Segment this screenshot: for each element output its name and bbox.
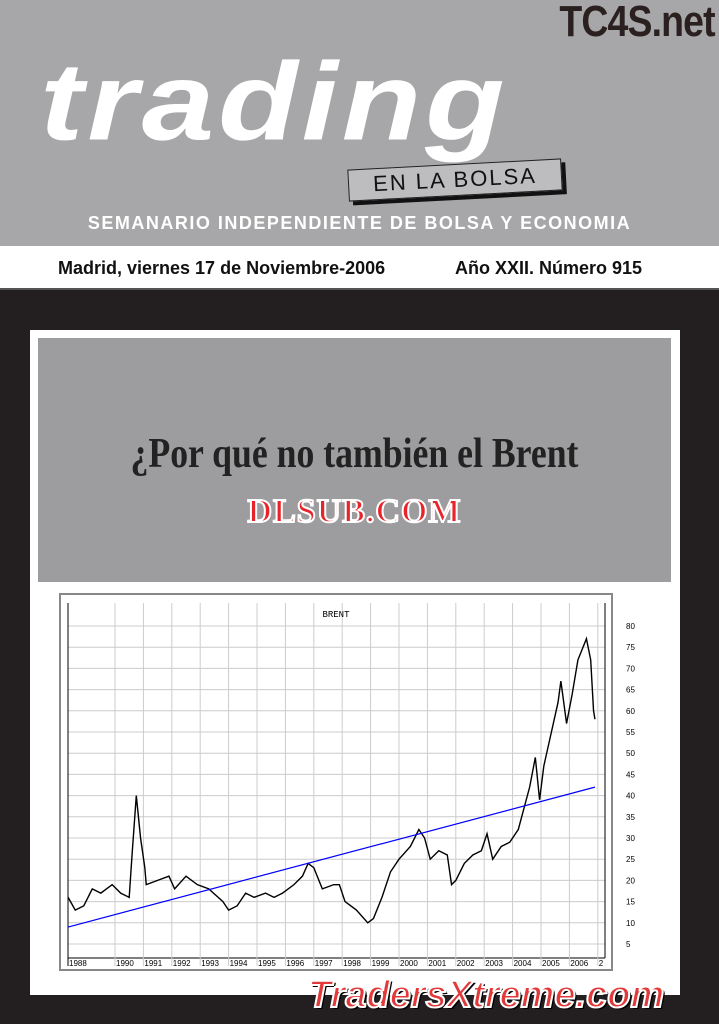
y-tick-label: 70 [626, 664, 635, 673]
y-tick-label: 35 [626, 813, 635, 822]
x-tick-label: 2006 [570, 959, 588, 968]
y-tick-label: 5 [626, 940, 631, 949]
y-tick-label: 80 [626, 622, 635, 631]
x-tick-label: 1996 [286, 959, 304, 968]
y-tick-label: 15 [626, 898, 635, 907]
y-tick-label: 60 [626, 707, 635, 716]
masthead: trading TC4S.net EN LA BOLSA SEMANARIO I… [0, 0, 719, 246]
x-tick-label: 1997 [315, 959, 333, 968]
chart-frame [59, 593, 613, 971]
headline-box: ¿Por qué no también el Brent DLSUB.COM [38, 338, 671, 582]
issue-number: Año XXII. Número 915 [455, 258, 643, 278]
y-tick-label: 20 [626, 876, 635, 885]
y-tick-label: 75 [626, 643, 635, 652]
x-tick-label: 2004 [514, 959, 532, 968]
x-tick-label: 1988 [69, 959, 87, 968]
chart-title: BRENT [322, 610, 350, 620]
y-tick-label: 50 [626, 749, 635, 758]
x-tick-label: 2001 [428, 959, 446, 968]
x-tick-label: 1999 [372, 959, 390, 968]
dlsub-watermark: DLSUB.COM [247, 492, 462, 531]
x-tick-label: 2 [599, 959, 604, 968]
y-tick-label: 25 [626, 855, 635, 864]
y-tick-label: 10 [626, 919, 635, 928]
x-tick-label: 1995 [258, 959, 276, 968]
headline: ¿Por qué no también el Brent [130, 431, 579, 477]
y-tick-label: 40 [626, 792, 635, 801]
issue-strip: Madrid, viernes 17 de Noviembre-2006 Año… [0, 246, 719, 290]
x-tick-label: 2002 [457, 959, 475, 968]
tradersxtreme-watermark: TradersXtreme.com [307, 973, 665, 1017]
x-tick-label: 1993 [201, 959, 219, 968]
x-tick-label: 1992 [173, 959, 191, 968]
issue-date: Madrid, viernes 17 de Noviembre-2006 [58, 258, 386, 278]
x-tick-label: 2003 [485, 959, 503, 968]
x-tick-label: 2000 [400, 959, 418, 968]
x-tick-label: 1990 [116, 959, 134, 968]
y-tick-label: 65 [626, 686, 635, 695]
x-tick-label: 2005 [542, 959, 560, 968]
trend-line [67, 786, 596, 928]
y-tick-label: 30 [626, 834, 635, 843]
y-tick-label: 55 [626, 728, 635, 737]
brent-price-line [67, 636, 596, 924]
x-tick-label: 1994 [230, 959, 248, 968]
tc4s-watermark: TC4S.net [559, 0, 716, 46]
x-tick-label: 1991 [144, 959, 162, 968]
tagline: SEMANARIO INDEPENDIENTE DE BOLSA Y ECONO… [87, 213, 632, 233]
x-tick-label: 1998 [343, 959, 361, 968]
masthead-logo: trading [40, 39, 509, 164]
y-tick-label: 45 [626, 770, 635, 779]
